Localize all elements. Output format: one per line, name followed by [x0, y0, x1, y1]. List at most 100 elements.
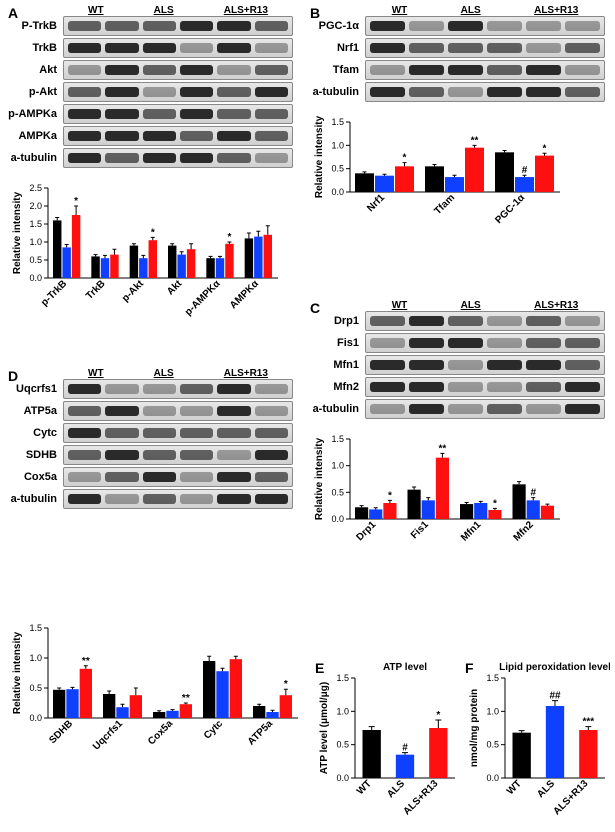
panel-b-chart: 0.00.51.01.5Relative intensityNrf1TfamPG…: [310, 104, 605, 234]
bar: [149, 240, 157, 278]
bar: [53, 690, 65, 718]
significance-marker: #: [530, 488, 536, 499]
svg-text:2.0: 2.0: [29, 201, 42, 211]
blot-label: a-tubulin: [8, 152, 63, 164]
panel-b: B WT ALS ALS+R13 PGC-1αNrf1Tfama-tubulin…: [310, 5, 605, 234]
x-tick-label: Uqcrfs1: [91, 718, 125, 752]
blot-label: Cox5a: [8, 471, 63, 483]
blot-label: Mfn1: [310, 359, 365, 371]
significance-marker: *: [284, 679, 288, 690]
significance-marker: ##: [549, 691, 561, 702]
bar: [53, 220, 61, 278]
svg-text:1.5: 1.5: [29, 623, 42, 633]
blot-label: P-TrkB: [8, 20, 63, 32]
x-tick-label: Fis1: [409, 519, 431, 541]
x-tick-label: ALS+R13: [551, 778, 590, 817]
group-label: ALS+R13: [534, 5, 578, 16]
blot-image: [63, 467, 293, 487]
blot-image: [63, 38, 293, 58]
bar: [72, 215, 80, 278]
panel-a: A WT ALS ALS+R13 P-TrkBTrkBAktp-Aktp-AMP…: [8, 5, 293, 320]
bar: [130, 695, 142, 718]
blot-image: [365, 333, 605, 353]
bar: [383, 503, 396, 519]
blot-row: ATP5a: [8, 401, 293, 421]
bar: [375, 176, 394, 192]
blot-image: [63, 82, 293, 102]
y-axis-label: ATP level (μmol/μg): [319, 682, 330, 774]
significance-marker: *: [74, 196, 78, 207]
bar: [488, 510, 501, 519]
blot-label: Fis1: [310, 337, 365, 349]
chart-title: Lipid peroxidation level: [499, 662, 610, 673]
svg-text:1.5: 1.5: [331, 434, 344, 444]
panel-d-blots: Uqcrfs1ATP5aCytcSDHBCox5aa-tubulin: [8, 379, 293, 509]
bar: [66, 689, 78, 718]
blot-label: AMPKa: [8, 130, 63, 142]
y-axis-label: Relative intensity: [314, 437, 325, 520]
significance-marker: **: [182, 693, 190, 704]
x-tick-label: p-Akt: [120, 278, 146, 304]
bar: [180, 704, 192, 718]
bar: [363, 730, 381, 778]
bar: [166, 711, 178, 718]
blot-image: [63, 401, 293, 421]
blot-label: Mfn2: [310, 381, 365, 393]
blot-label: a-tubulin: [8, 493, 63, 505]
bar: [546, 706, 564, 778]
group-label: ALS+R13: [224, 368, 268, 379]
x-tick-label: TrkB: [84, 278, 108, 302]
bar: [408, 490, 421, 519]
bar: [225, 244, 233, 278]
panel-c-label: C: [310, 300, 320, 316]
y-axis-label: Relative intensity: [12, 191, 23, 274]
blot-image: [63, 60, 293, 80]
blot-row: P-TrkB: [8, 16, 293, 36]
blot-image: [63, 104, 293, 124]
bar: [187, 249, 195, 278]
blot-row: p-AMPKa: [8, 104, 293, 124]
bar: [130, 246, 138, 278]
bar: [280, 695, 292, 718]
bar: [474, 503, 487, 519]
blot-image: [63, 379, 293, 399]
blot-label: PGC-1α: [310, 20, 365, 32]
blot-image: [365, 60, 605, 80]
svg-text:1.0: 1.0: [29, 653, 42, 663]
blot-label: a-tubulin: [310, 86, 365, 98]
x-tick-label: p-TrkB: [39, 278, 69, 308]
bar: [116, 707, 128, 718]
x-tick-label: WT: [505, 778, 524, 797]
bar: [355, 507, 368, 519]
group-label: ALS+R13: [534, 300, 578, 311]
x-tick-label: Drp1: [354, 519, 378, 543]
significance-marker: #: [522, 165, 528, 176]
bar: [495, 152, 514, 192]
blot-row: a-tubulin: [8, 489, 293, 509]
blot-label: Uqcrfs1: [8, 383, 63, 395]
svg-text:1.0: 1.0: [331, 140, 344, 150]
bar: [264, 235, 272, 278]
blot-label: SDHB: [8, 449, 63, 461]
bar: [216, 258, 224, 278]
svg-text:1.0: 1.0: [29, 237, 42, 247]
significance-marker: **: [82, 656, 90, 667]
panel-e: E ATP level0.00.51.01.5ATP level (μmol/μ…: [315, 660, 460, 820]
significance-marker: *: [543, 143, 547, 154]
bar: [527, 500, 540, 519]
bar: [460, 504, 473, 519]
x-tick-label: Cox5a: [146, 718, 175, 747]
panel-a-blots: P-TrkBTrkBAktp-Aktp-AMPKaAMPKaa-tubulin: [8, 16, 293, 168]
group-label: WT: [392, 5, 408, 16]
blot-row: Drp1: [310, 311, 605, 331]
x-tick-label: ATP5a: [246, 718, 276, 748]
bar: [230, 659, 242, 718]
bar: [422, 500, 435, 519]
blot-row: SDHB: [8, 445, 293, 465]
panel-a-chart: 0.00.51.01.52.02.5Relative intensityp-Tr…: [8, 170, 293, 320]
blot-row: p-Akt: [8, 82, 293, 102]
blot-row: Fis1: [310, 333, 605, 353]
x-tick-label: Nrf1: [365, 192, 387, 214]
panel-d-groups: WT ALS ALS+R13: [63, 368, 293, 379]
svg-text:1.5: 1.5: [29, 219, 42, 229]
